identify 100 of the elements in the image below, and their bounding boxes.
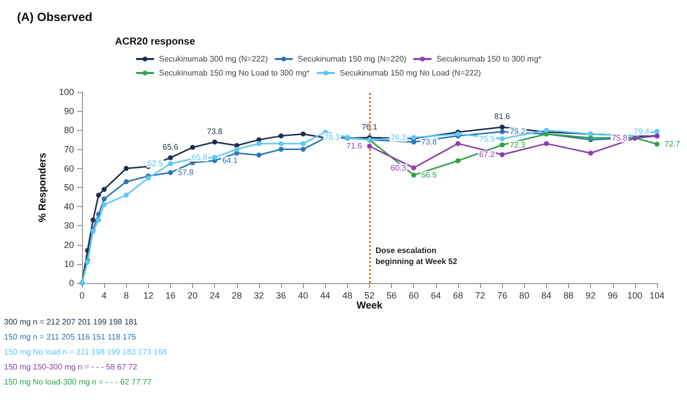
data-label: 72.3: [510, 140, 526, 150]
data-label: 72.7: [664, 140, 681, 149]
data-label: 64.1: [222, 156, 238, 166]
y-tick-label: 80: [64, 125, 74, 136]
x-tick-label: 16: [165, 290, 176, 300]
text: 150 mg n = 211 205 116 151 118 175: [4, 332, 136, 342]
data-label: 76.2: [390, 132, 407, 142]
data-label: 67.2: [479, 150, 496, 160]
y-tick-label: 100: [58, 87, 74, 97]
data-label: 76.3: [324, 132, 340, 142]
point: [124, 166, 129, 171]
point: [367, 144, 372, 149]
x-tick-label: 56: [386, 290, 397, 300]
point: [102, 202, 107, 208]
point: [124, 179, 129, 184]
data-label: 75.8: [612, 134, 628, 143]
x-tick-label: 0: [79, 290, 85, 300]
x-tick-label: 12: [143, 290, 154, 300]
point: [96, 192, 102, 198]
legend-label: Secukinumab 150 to 300 mg*: [436, 54, 542, 64]
point: [212, 154, 218, 160]
x-tick-label: 72: [475, 290, 486, 300]
data-label: 71.6: [346, 142, 363, 151]
point: [124, 192, 129, 198]
point: [256, 152, 262, 158]
y-tick-label: 50: [64, 182, 74, 192]
point: [278, 133, 284, 138]
point: [455, 158, 460, 164]
x-tick-label: 44: [320, 290, 330, 300]
point: [90, 217, 96, 222]
point: [102, 196, 107, 202]
y-tick-label: 70: [64, 144, 74, 154]
y-tick-label: 30: [64, 220, 74, 231]
text: 150 mg No load n = 211 198 199 183 173 168: [4, 348, 168, 356]
x-tick-label: 84: [541, 290, 552, 300]
data-label: 57.8: [178, 168, 194, 178]
x-tick-label: 80: [519, 290, 530, 300]
point: [168, 170, 173, 176]
y-tick-label: 40: [64, 202, 74, 212]
x-axis-title: Week: [356, 300, 383, 312]
data-label: 65.8: [192, 152, 208, 162]
data-label: 79.4: [634, 126, 650, 136]
point: [544, 141, 549, 146]
x-tick-label: 76: [497, 290, 508, 300]
x-tick-label: 36: [276, 290, 286, 300]
point: [500, 129, 505, 134]
y-tick-label: 60: [64, 163, 74, 174]
x-tick-label: 4: [102, 290, 107, 300]
point: [654, 142, 660, 147]
point: [234, 146, 240, 152]
x-tick-label: 96: [608, 290, 618, 300]
point: [168, 161, 173, 166]
legend-label: Secukinumab 150 mg (N=220): [298, 54, 407, 64]
point: [411, 165, 416, 170]
x-tick-label: 60: [408, 290, 419, 300]
point: [411, 140, 416, 145]
x-tick-label: 104: [649, 290, 665, 300]
y-tick-label: 10: [64, 258, 74, 269]
y-tick-label: 20: [64, 240, 74, 250]
x-tick-label: 48: [342, 290, 352, 300]
x-tick-label: 32: [254, 290, 264, 300]
x-tick-label: 88: [564, 290, 574, 300]
point: [300, 141, 306, 146]
point: [190, 144, 196, 150]
y-axis-title: % Responders: [38, 152, 49, 222]
data-label: 75.5: [479, 134, 496, 144]
point: [300, 146, 306, 152]
x-tick-label: 20: [188, 290, 198, 300]
point: [212, 140, 218, 145]
chart-subtitle: ACR20 response: [115, 36, 196, 48]
y-tick-label: 0: [68, 278, 74, 288]
x-tick-label: 24: [210, 290, 220, 300]
point: [278, 141, 284, 146]
point: [411, 172, 416, 178]
point: [102, 186, 107, 192]
data-label: 60.3: [390, 163, 407, 172]
x-tick-label: 68: [452, 290, 463, 300]
data-label: 81.6: [494, 112, 511, 122]
point: [588, 150, 594, 156]
data-label: 79.2: [510, 127, 526, 136]
text: 150 mg 150-300 mg n = - - - 58 67 72: [4, 362, 138, 372]
point: [256, 141, 262, 146]
text: 300 mg n = 212 207 201 199 198 181: [4, 318, 138, 326]
x-tick-label: 28: [232, 290, 242, 300]
point: [654, 128, 660, 134]
legend-label: Secukinumab 150 mg No Load (N=222): [340, 68, 482, 78]
chart-title: (A) Observed: [17, 10, 92, 24]
text: 150 mg No load-300 mg n = - - - 62 77 77: [4, 378, 152, 386]
point: [500, 124, 505, 130]
data-label: 62.5: [147, 159, 164, 168]
point: [500, 136, 505, 142]
point: [278, 146, 284, 152]
data-label: 73.8: [421, 138, 438, 147]
x-tick-label: 92: [586, 290, 596, 300]
x-tick-label: 64: [430, 290, 441, 300]
legend-label: Secukinumab 300 mg (N=222): [159, 54, 268, 64]
y-tick-label: 90: [64, 106, 74, 116]
data-label: 73.8: [206, 127, 224, 136]
data-label: 65.6: [162, 142, 179, 152]
x-tick-label: 8: [124, 290, 129, 300]
